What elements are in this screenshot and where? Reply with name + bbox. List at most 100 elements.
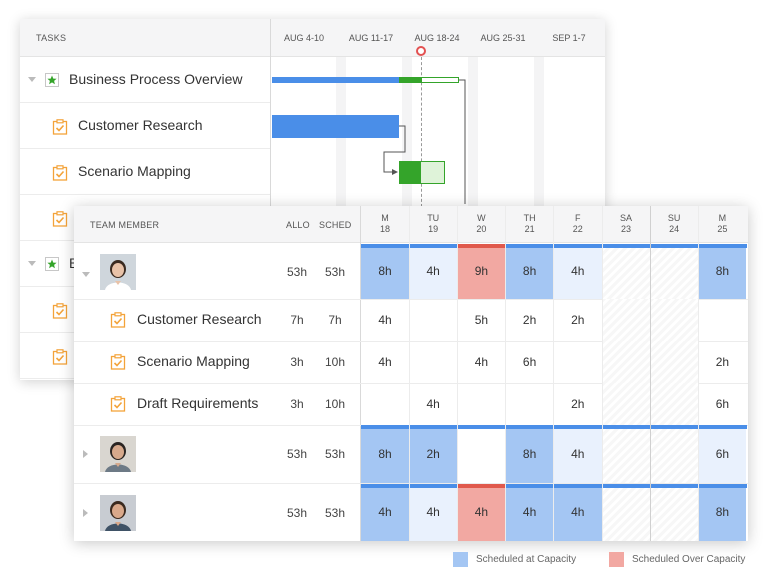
person-day-cell[interactable]: 4h <box>553 244 602 299</box>
expand-caret-icon[interactable] <box>83 508 88 517</box>
person-day-cell[interactable]: 4h <box>457 484 506 541</box>
day-of-week: M <box>718 213 727 223</box>
task-day-cell[interactable]: 2h <box>571 397 585 411</box>
row-divider <box>74 483 748 484</box>
task-day-cell[interactable] <box>554 341 602 383</box>
day-date: 24 <box>669 224 680 234</box>
person-day-cell[interactable] <box>602 425 650 483</box>
project-remaining-bar[interactable] <box>421 77 459 83</box>
task-day-cell[interactable]: 4h <box>378 313 392 327</box>
task-day-cell[interactable]: 4h <box>474 355 489 369</box>
capacity-top-bar <box>409 244 458 248</box>
person-day-cell[interactable]: 6h <box>698 425 747 483</box>
task-day-cell[interactable] <box>602 383 650 425</box>
day-column-header[interactable]: SA 23 <box>602 213 650 235</box>
task-day-cell[interactable] <box>650 383 699 425</box>
task-day-cell[interactable]: 6h <box>522 355 537 369</box>
person-day-cell[interactable]: 4h <box>361 484 409 541</box>
task-name[interactable]: Customer Research <box>137 311 262 327</box>
task-day-cell[interactable]: 5h <box>474 313 489 327</box>
person-day-cell[interactable]: 4h <box>409 244 458 299</box>
allocated-hours: 3h <box>290 397 304 411</box>
day-date: 23 <box>620 224 631 234</box>
person-day-cell[interactable]: 9h <box>457 244 506 299</box>
expand-caret-icon[interactable] <box>83 450 88 458</box>
task-name[interactable]: Scenario Mapping <box>137 353 250 369</box>
task-day-cell[interactable]: 4h <box>378 355 392 369</box>
project-progress-bar[interactable] <box>399 77 421 83</box>
person-day-cell[interactable]: 8h <box>361 244 409 299</box>
day-column-header[interactable]: F 22 <box>554 213 602 235</box>
task-day-cell[interactable]: 2h <box>522 313 537 327</box>
day-column-header[interactable]: M 25 <box>698 213 746 235</box>
person-day-cell[interactable] <box>650 484 699 541</box>
task-day-cell[interactable]: 2h <box>571 313 585 327</box>
allocated-hours: 53h <box>286 505 308 520</box>
week-header: AUG 4-10 <box>283 33 325 43</box>
day-column-header[interactable]: M 18 <box>361 213 409 235</box>
customer-research-bar[interactable] <box>272 115 399 138</box>
collapse-caret-icon[interactable] <box>28 77 36 82</box>
task-day-cell[interactable] <box>698 299 746 341</box>
day-column-divider <box>456 206 458 541</box>
row-divider <box>74 299 748 300</box>
capacity-top-bar <box>409 425 458 429</box>
task-name[interactable]: Draft Requirements <box>137 395 259 411</box>
collapse-caret-icon[interactable] <box>82 271 90 277</box>
task-name[interactable]: B <box>69 255 78 271</box>
person-day-cell[interactable]: 4h <box>505 484 554 541</box>
person-day-cell[interactable] <box>457 425 505 483</box>
person-day-cell[interactable] <box>650 244 699 299</box>
scenario-mapping-progress-bar[interactable] <box>399 161 421 184</box>
project-summary-bar[interactable] <box>272 77 399 83</box>
person-day-cell[interactable]: 8h <box>361 425 409 483</box>
person-day-cell[interactable]: 4h <box>553 484 602 541</box>
gantt-row-task[interactable]: Scenario Mapping <box>20 149 270 195</box>
person-day-cell[interactable]: 8h <box>505 244 554 299</box>
day-date: 22 <box>572 224 583 234</box>
person-day-cell[interactable]: 8h <box>698 484 747 541</box>
task-day-cell[interactable] <box>361 383 409 425</box>
day-date: 25 <box>717 224 728 234</box>
day-of-week: W <box>477 213 486 223</box>
task-day-cell[interactable]: 2h <box>715 355 730 369</box>
task-day-cell[interactable] <box>650 341 699 383</box>
task-name[interactable]: Scenario Mapping <box>78 163 191 179</box>
avatar <box>100 494 136 531</box>
task-name[interactable]: Customer Research <box>78 117 203 133</box>
week-header: AUG 11-17 <box>348 33 394 43</box>
allocated-header: ALLO <box>286 220 310 230</box>
person-day-cell[interactable]: 8h <box>698 244 747 299</box>
person-day-cell[interactable] <box>650 425 699 483</box>
task-day-cell[interactable] <box>602 341 650 383</box>
person-day-cell[interactable]: 4h <box>553 425 602 483</box>
day-column-header[interactable]: SU 24 <box>650 213 698 235</box>
task-day-cell[interactable] <box>409 341 457 383</box>
scenario-mapping-remaining-bar[interactable] <box>421 161 445 184</box>
task-name[interactable]: Business Process Overview <box>69 71 243 87</box>
today-line <box>421 57 422 207</box>
gantt-row-task[interactable]: Customer Research <box>20 103 270 149</box>
week-header: AUG 25-31 <box>480 33 526 43</box>
person-day-cell[interactable] <box>602 484 650 541</box>
task-day-cell[interactable]: 6h <box>715 397 730 411</box>
task-day-cell[interactable] <box>457 383 505 425</box>
person-day-cell[interactable]: 2h <box>409 425 458 483</box>
task-day-cell[interactable] <box>409 299 457 341</box>
task-day-cell[interactable] <box>506 383 554 425</box>
day-column-header[interactable]: TU 19 <box>409 213 457 235</box>
person-day-cell[interactable]: 4h <box>409 484 458 541</box>
collapse-caret-icon[interactable] <box>28 261 36 266</box>
day-column-header[interactable]: TH 21 <box>506 213 554 235</box>
week-header: SEP 1-7 <box>552 33 586 43</box>
task-day-cell[interactable] <box>602 299 650 341</box>
day-of-week: TU <box>427 213 440 223</box>
person-day-cell[interactable]: 8h <box>505 425 554 483</box>
today-marker-icon[interactable] <box>416 46 426 56</box>
day-column-header[interactable]: W 20 <box>457 213 505 235</box>
gantt-row-project[interactable]: Business Process Overview <box>20 57 270 103</box>
task-clipboard-icon <box>110 354 126 370</box>
person-day-cell[interactable] <box>602 244 650 299</box>
task-day-cell[interactable] <box>650 299 699 341</box>
task-day-cell[interactable]: 4h <box>426 397 440 411</box>
